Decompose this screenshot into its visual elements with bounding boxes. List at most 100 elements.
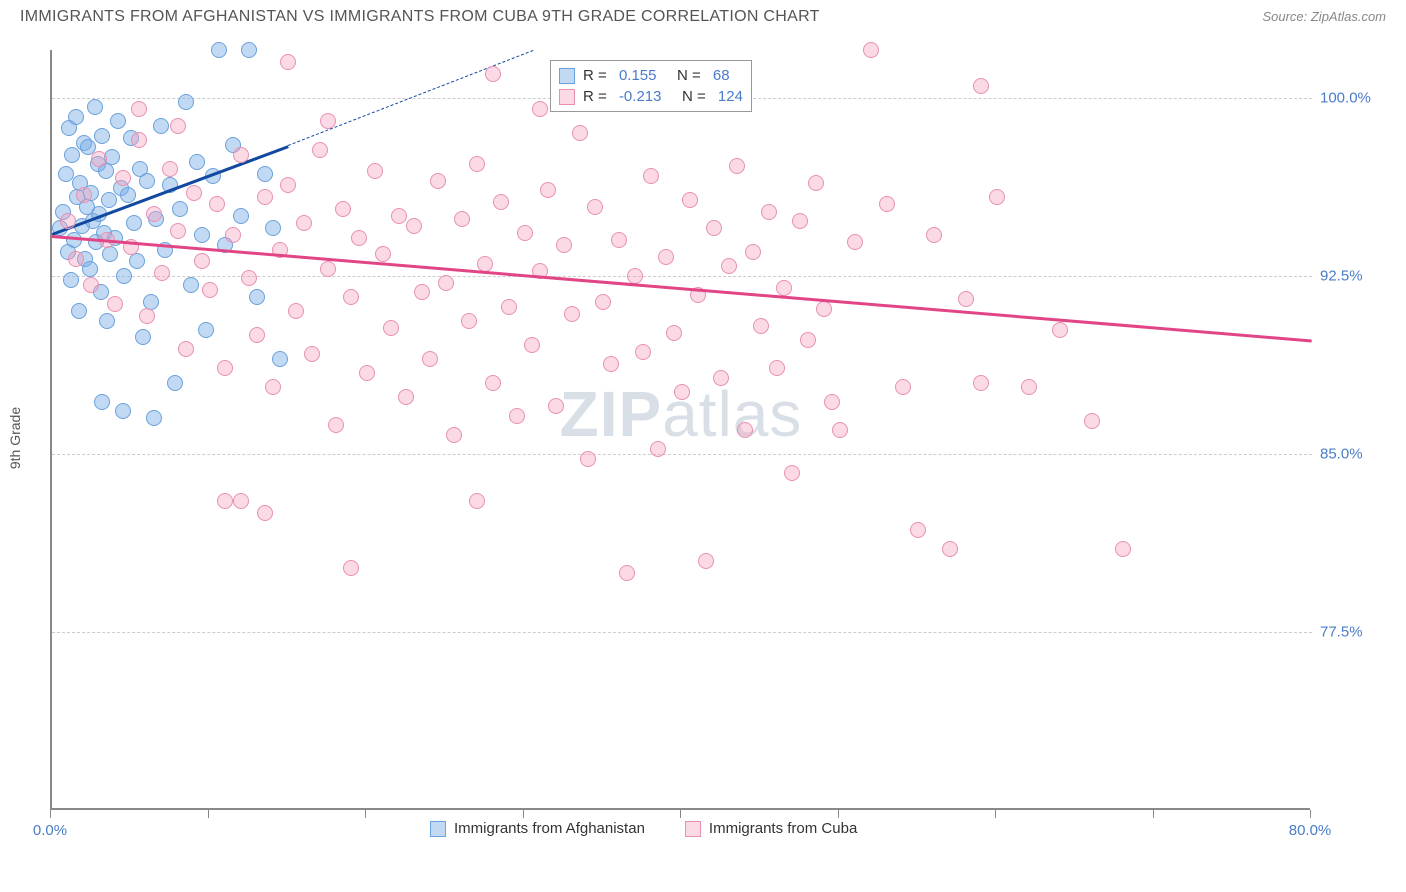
scatter-point <box>343 560 359 576</box>
scatter-point <box>769 360 785 376</box>
scatter-point <box>102 246 118 262</box>
scatter-point <box>110 113 126 129</box>
scatter-point <box>895 379 911 395</box>
scatter-point <box>745 244 761 260</box>
scatter-point <box>296 215 312 231</box>
x-tick <box>995 810 996 818</box>
scatter-point <box>101 192 117 208</box>
scatter-point <box>71 303 87 319</box>
scatter-point <box>524 337 540 353</box>
trend-line <box>52 235 1312 342</box>
scatter-point <box>58 166 74 182</box>
x-tick-label: 0.0% <box>33 822 67 839</box>
scatter-point <box>120 187 136 203</box>
x-tick-label: 80.0% <box>1289 822 1332 839</box>
scatter-point <box>209 196 225 212</box>
scatter-point <box>257 189 273 205</box>
scatter-point <box>1021 379 1037 395</box>
scatter-point <box>532 101 548 117</box>
scatter-point <box>351 230 367 246</box>
stats-r-value: 0.155 <box>619 67 657 84</box>
y-axis-label: 9th Grade <box>7 407 23 469</box>
scatter-point <box>126 215 142 231</box>
x-tick <box>523 810 524 818</box>
scatter-point <box>792 213 808 229</box>
scatter-point <box>183 277 199 293</box>
chart-title: IMMIGRANTS FROM AFGHANISTAN VS IMMIGRANT… <box>20 8 820 26</box>
scatter-point <box>989 189 1005 205</box>
scatter-point <box>737 422 753 438</box>
scatter-point <box>82 261 98 277</box>
series-swatch <box>430 821 446 837</box>
scatter-point <box>116 268 132 284</box>
x-tick <box>365 810 366 818</box>
y-tick-label: 77.5% <box>1320 623 1363 640</box>
scatter-point <box>926 227 942 243</box>
scatter-point <box>603 356 619 372</box>
y-tick-label: 100.0% <box>1320 89 1371 106</box>
scatter-point <box>1115 541 1131 557</box>
legend-item: Immigrants from Afghanistan <box>430 820 645 837</box>
scatter-point <box>83 277 99 293</box>
scatter-point <box>172 201 188 217</box>
scatter-point <box>942 541 958 557</box>
legend-bottom: Immigrants from AfghanistanImmigrants fr… <box>430 820 857 837</box>
scatter-point <box>761 204 777 220</box>
scatter-point <box>643 168 659 184</box>
scatter-point <box>406 218 422 234</box>
scatter-point <box>832 422 848 438</box>
scatter-point <box>280 54 296 70</box>
scatter-point <box>233 208 249 224</box>
scatter-point <box>94 128 110 144</box>
x-tick <box>208 810 209 818</box>
scatter-point <box>194 227 210 243</box>
x-tick <box>50 810 51 818</box>
stats-label: R = <box>583 67 611 84</box>
scatter-point <box>320 261 336 277</box>
scatter-point <box>129 253 145 269</box>
scatter-point <box>87 99 103 115</box>
scatter-point <box>816 301 832 317</box>
scatter-point <box>650 441 666 457</box>
stats-label: N = <box>669 88 709 105</box>
scatter-point <box>469 493 485 509</box>
legend-label: Immigrants from Afghanistan <box>454 820 645 837</box>
scatter-point <box>280 177 296 193</box>
scatter-point <box>146 410 162 426</box>
scatter-point <box>698 553 714 569</box>
scatter-point <box>153 118 169 134</box>
scatter-point <box>564 306 580 322</box>
x-tick <box>680 810 681 818</box>
y-tick-label: 92.5% <box>1320 267 1363 284</box>
scatter-point <box>107 296 123 312</box>
scatter-point <box>729 158 745 174</box>
scatter-point <box>517 225 533 241</box>
scatter-point <box>863 42 879 58</box>
scatter-point <box>493 194 509 210</box>
scatter-point <box>398 389 414 405</box>
stats-row: R = 0.155 N = 68 <box>559 65 743 86</box>
scatter-point <box>438 275 454 291</box>
scatter-point <box>753 318 769 334</box>
y-tick-label: 85.0% <box>1320 445 1363 462</box>
scatter-point <box>973 78 989 94</box>
watermark-bold: ZIP <box>560 378 663 450</box>
scatter-point <box>587 199 603 215</box>
scatter-point <box>485 375 501 391</box>
scatter-point <box>383 320 399 336</box>
scatter-point <box>233 493 249 509</box>
scatter-point <box>540 182 556 198</box>
scatter-point <box>115 170 131 186</box>
scatter-point <box>328 417 344 433</box>
scatter-point <box>879 196 895 212</box>
scatter-point <box>658 249 674 265</box>
scatter-point <box>99 313 115 329</box>
x-tick <box>1310 810 1311 818</box>
scatter-point <box>367 163 383 179</box>
scatter-point <box>186 185 202 201</box>
scatter-point <box>170 118 186 134</box>
scatter-point <box>154 265 170 281</box>
scatter-point <box>619 565 635 581</box>
scatter-point <box>666 325 682 341</box>
scatter-point <box>454 211 470 227</box>
